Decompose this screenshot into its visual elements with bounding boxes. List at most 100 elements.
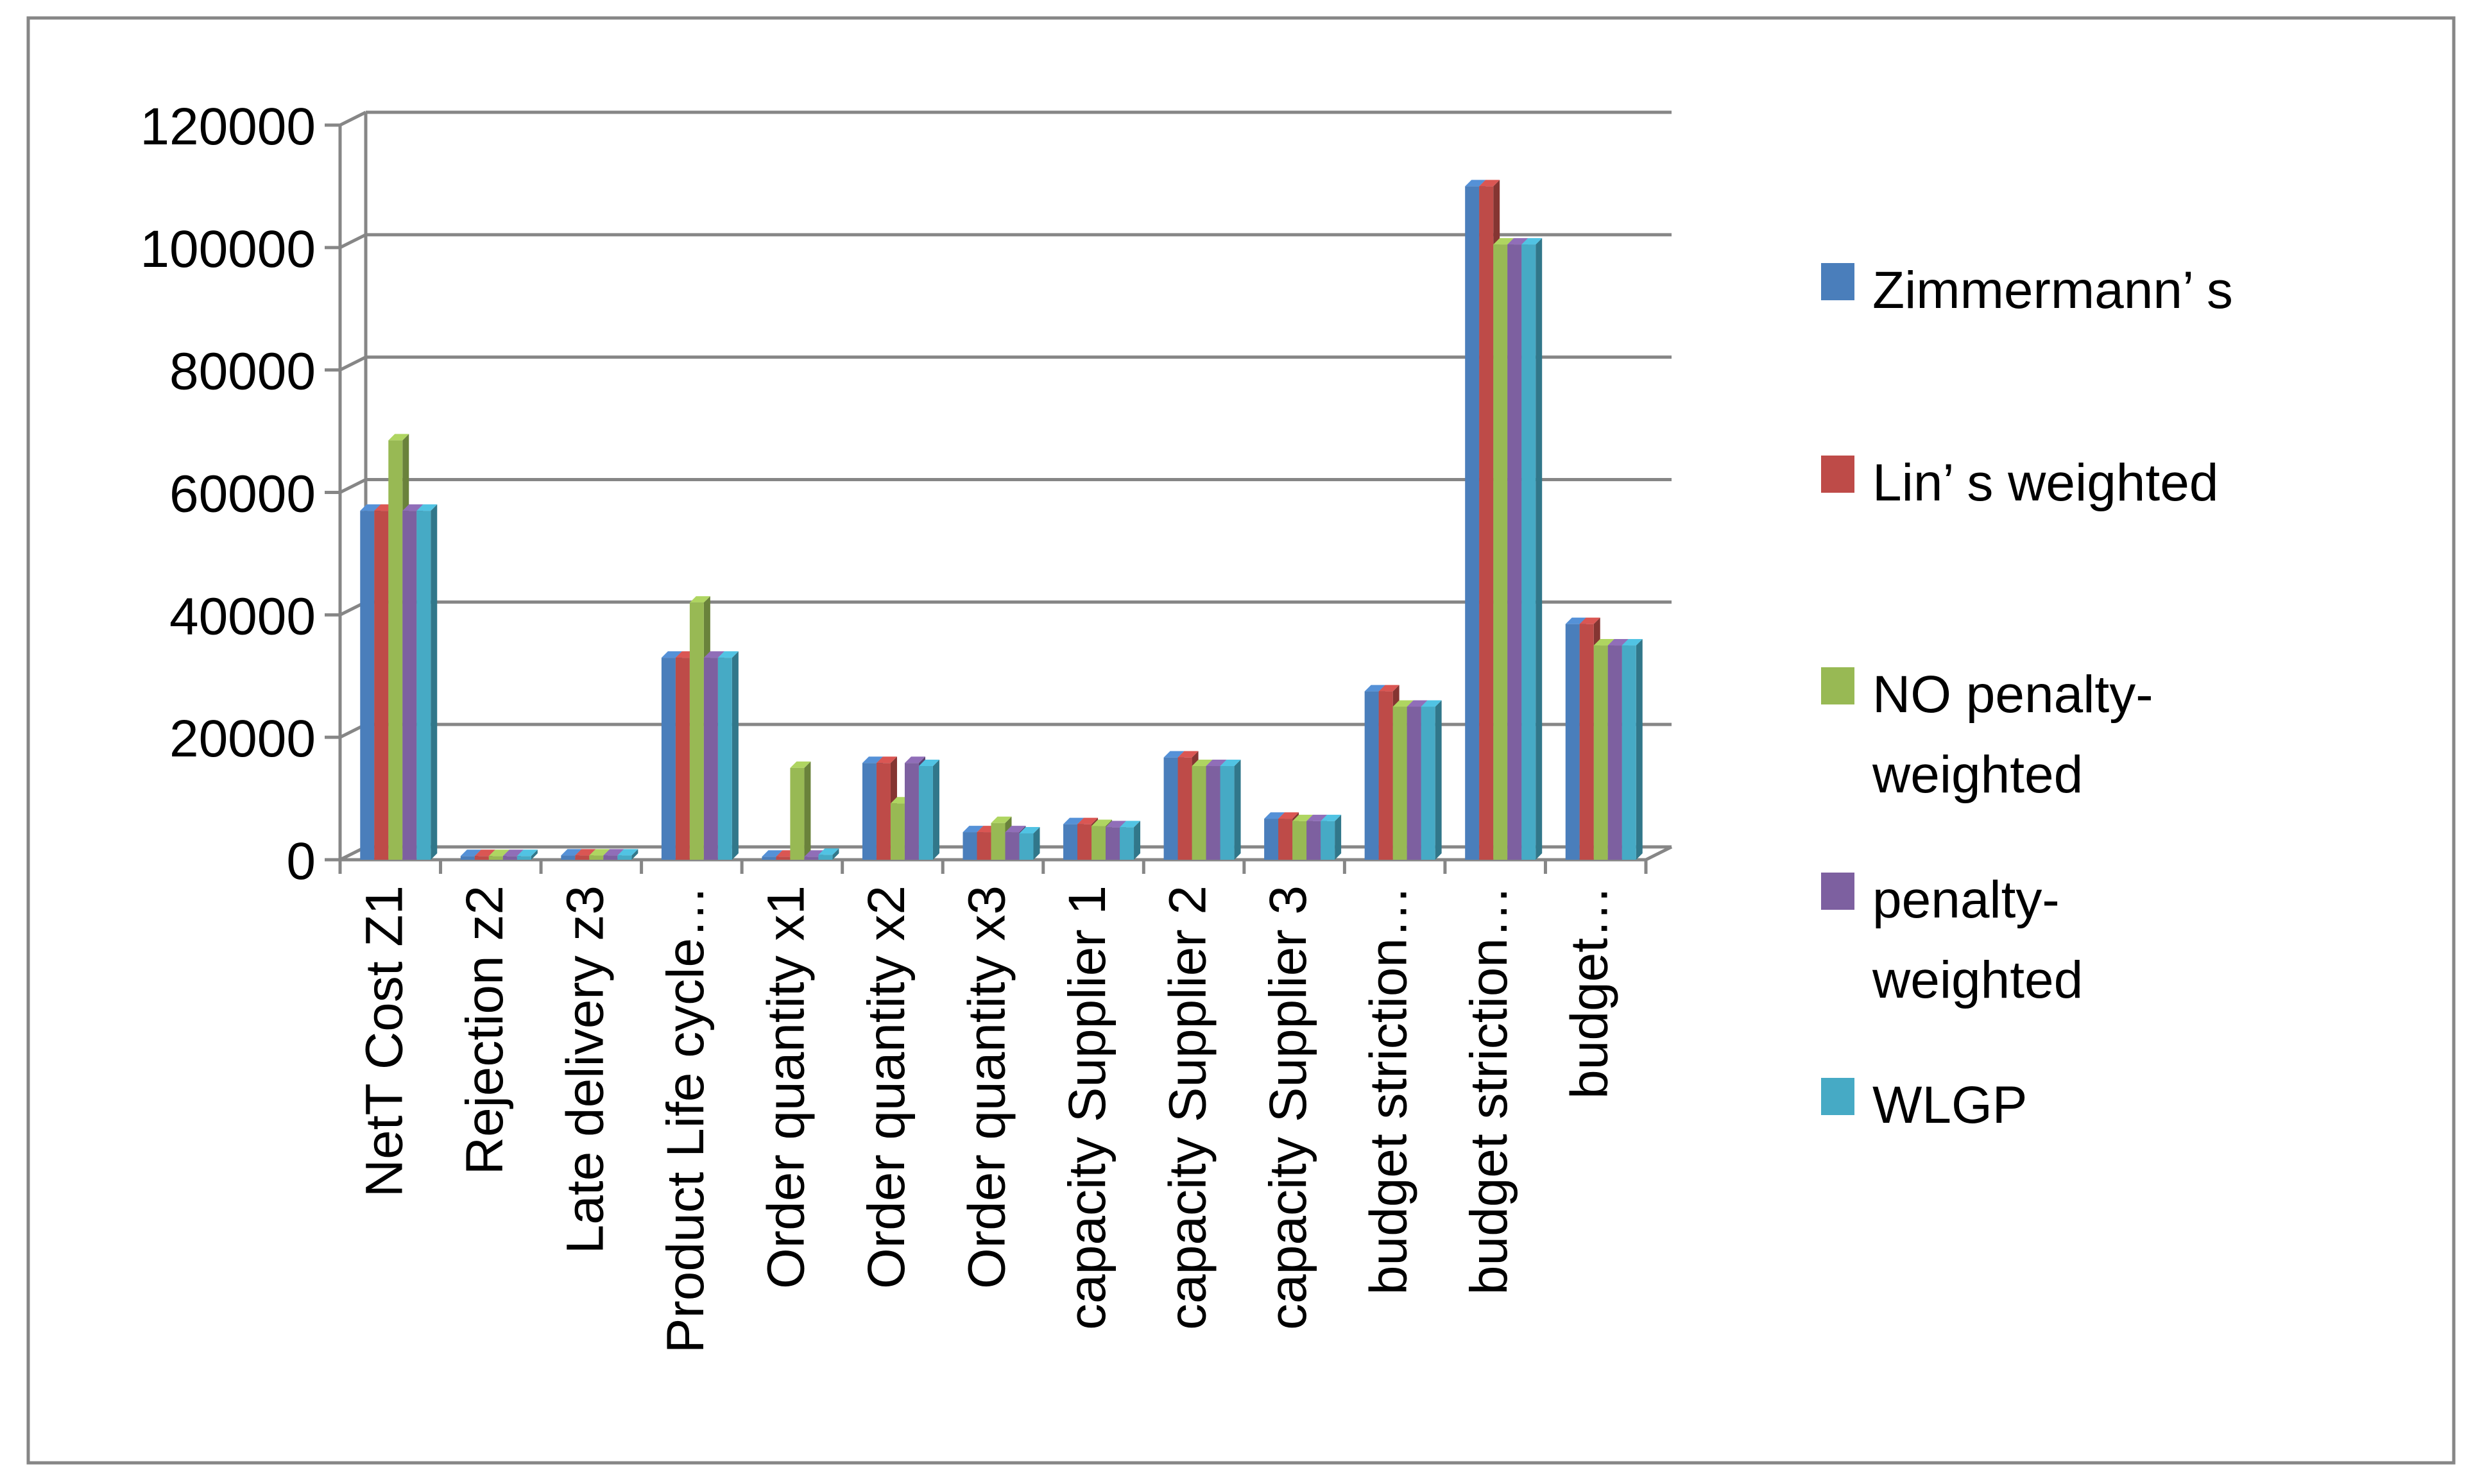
bar <box>617 855 632 860</box>
bar-top <box>589 849 610 856</box>
bar-top <box>1278 812 1299 819</box>
x-tick-label: NetT Cost Z1 <box>355 885 413 1197</box>
bar-side <box>1435 700 1442 860</box>
x-tick-labels: NetT Cost Z1 Rejection z2 Late delivery z3… <box>355 885 1618 1353</box>
x-tick-label: Order quantity x2 <box>857 885 916 1289</box>
bar <box>1593 645 1608 860</box>
bar-side <box>431 504 438 860</box>
x-tick-label: Order quantity x3 <box>958 885 1016 1289</box>
bar-top <box>1091 819 1113 826</box>
bar <box>1192 766 1206 860</box>
legend-label: penalty- <box>1872 871 2060 929</box>
bar <box>402 511 417 860</box>
bar-top <box>790 761 811 768</box>
bar-side <box>932 760 939 860</box>
bar <box>890 803 905 860</box>
bar-top <box>460 849 481 857</box>
bar-side <box>1134 821 1141 860</box>
bar-top <box>1005 826 1026 833</box>
bar-top <box>1479 180 1500 187</box>
y-tick-labels: 0 20000 40000 60000 80000 100000 120000 <box>140 98 316 891</box>
bar <box>1264 819 1279 860</box>
x-tick-label: Product Life cycle… <box>656 885 715 1353</box>
bar <box>717 658 732 860</box>
bar <box>517 856 531 860</box>
bar <box>561 855 576 860</box>
bar <box>1063 824 1078 860</box>
bar-top <box>575 849 596 856</box>
bar <box>1493 244 1508 860</box>
bar <box>876 763 891 860</box>
x-tick-label: budget striction… <box>1460 885 1518 1295</box>
bar <box>1106 827 1120 860</box>
y-tick-label: 100000 <box>140 220 316 278</box>
bar-top <box>689 596 710 603</box>
bar <box>1565 624 1580 860</box>
bar-top <box>603 849 624 856</box>
bar-top <box>502 849 524 857</box>
bar-top <box>1120 821 1141 828</box>
bar-top <box>918 760 939 767</box>
bar-side <box>1536 238 1543 860</box>
bar-top <box>1507 238 1528 245</box>
bar <box>862 763 877 860</box>
bar <box>1479 186 1494 860</box>
bar-top <box>1607 639 1629 646</box>
bar <box>1392 706 1407 860</box>
bar-top <box>1493 238 1514 245</box>
bar-top <box>1220 760 1241 767</box>
bar <box>1278 819 1293 860</box>
bar-top <box>402 504 424 511</box>
bar-top <box>1392 700 1414 707</box>
bar <box>488 856 503 860</box>
bar <box>589 855 604 860</box>
legend-swatch <box>1821 1078 1854 1115</box>
x-tick-label: capacity Supplier 1 <box>1058 885 1117 1330</box>
bar <box>1163 757 1178 860</box>
bar-top <box>717 651 739 658</box>
bar <box>689 602 704 860</box>
bar-top <box>360 504 381 511</box>
legend-swatch <box>1821 873 1854 910</box>
bar-side <box>1335 814 1342 860</box>
bar-top <box>617 849 638 856</box>
bar-top <box>388 434 409 441</box>
bar <box>388 440 403 860</box>
bar-top <box>1292 814 1314 821</box>
bar-top <box>1019 826 1040 833</box>
bar <box>762 857 776 860</box>
bar <box>1091 826 1106 860</box>
bar-top <box>1622 639 1643 646</box>
bars <box>360 180 1643 860</box>
y-tick-label: 20000 <box>169 710 316 768</box>
bar <box>416 511 431 860</box>
bar-top <box>517 849 538 857</box>
bar-side <box>732 651 739 860</box>
bar <box>1421 706 1435 860</box>
bar-side <box>1636 639 1643 860</box>
bar-top <box>1593 639 1614 646</box>
bar-top <box>1264 812 1285 819</box>
bar <box>575 855 590 860</box>
bar <box>991 823 1006 860</box>
bar <box>1306 821 1321 860</box>
bar-side <box>804 761 811 860</box>
y-tick-label: 120000 <box>140 98 316 156</box>
bar-top <box>1063 817 1084 824</box>
legend: Zimmermann’ s Lin’ s weighted NO penalty-w… <box>1821 261 2233 1134</box>
bar-top <box>1465 180 1486 187</box>
bar <box>603 855 618 860</box>
legend-swatch <box>1821 456 1854 493</box>
bar <box>1177 757 1192 860</box>
bar-top <box>1407 700 1428 707</box>
gridline-depth <box>339 110 367 127</box>
bar-top <box>818 848 839 855</box>
bar-top <box>488 849 509 857</box>
bar-top <box>1364 685 1385 692</box>
legend-swatch <box>1821 263 1854 300</box>
bar-top <box>1106 821 1127 828</box>
x-tick-label: budget striction… <box>1360 885 1418 1295</box>
bar <box>1607 645 1622 860</box>
gridline-depth <box>339 233 367 250</box>
